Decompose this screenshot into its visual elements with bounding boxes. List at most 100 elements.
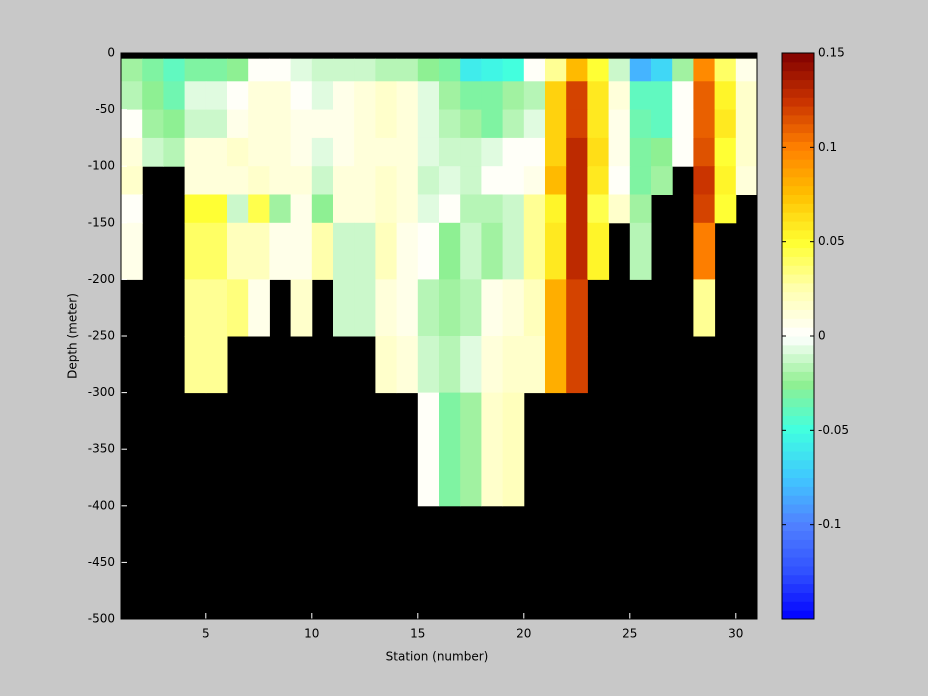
heatmap-cell [587,222,610,280]
colorbar-swatch [782,229,814,240]
heatmap-cell [121,194,143,224]
heatmap-cell [205,336,228,394]
colorbar-swatch [782,574,814,585]
heatmap-cell [248,109,270,139]
colorbar-swatch [782,221,814,231]
heatmap-cell [608,194,631,224]
colorbar-swatch [782,167,814,178]
colorbar-swatch [782,185,814,195]
heatmap-cell [396,81,419,111]
heatmap-cell [714,137,737,167]
heatmap-cell [205,279,228,337]
heatmap-cell [311,194,334,224]
heatmap-cell [714,109,737,139]
colorbar-swatch [782,415,814,425]
y-tick-label: -300 [88,385,115,399]
heatmap-cell [460,392,482,507]
heatmap-cell [269,58,292,82]
colorbar-swatch [782,512,814,523]
x-tick-label: 5 [202,627,210,641]
heatmap-cell [714,58,737,82]
heatmap-cell [333,58,355,82]
heatmap-cell [523,109,546,139]
heatmap-cell [566,137,588,167]
colorbar-swatch [782,256,814,266]
heatmap-cell [693,137,716,167]
heatmap-cell [290,194,313,224]
heatmap-cell [248,137,270,167]
y-axis-label: Depth (meter) [66,293,80,379]
heatmap-cell [693,81,716,111]
heatmap-cell [375,279,398,337]
heatmap-cell [651,137,673,167]
heatmap-cell [269,137,292,167]
heatmap-cell [227,109,249,139]
heatmap-cell [566,222,588,280]
heatmap-cell [311,222,334,280]
heatmap-cell [121,166,143,195]
colorbar-swatch [782,565,814,576]
heatmap-cell [396,194,419,224]
y-tick-label: -400 [88,498,115,512]
heatmap-cell [417,222,440,280]
colorbar-swatch [782,238,814,249]
heatmap-cell [248,58,270,82]
colorbar-swatch [782,61,814,72]
heatmap-cell [502,58,525,82]
heatmap-cell [502,194,525,224]
heatmap-cell [566,279,588,337]
colorbar-swatch [782,592,814,602]
colorbar-swatch [782,176,814,187]
colorbar-swatch [782,327,814,337]
heatmap-cell [205,137,228,167]
heatmap-cell [439,166,461,195]
heatmap-cell [460,194,482,224]
heatmap-cell [311,166,334,195]
colorbar-swatch [782,194,814,204]
heatmap-cell [354,222,376,280]
heatmap-cell [460,336,482,394]
heatmap-cell [163,81,186,111]
heatmap-cell [693,166,716,195]
x-tick-label: 10 [304,627,319,641]
heatmap-cell [523,336,546,394]
heatmap-cell [481,109,504,139]
colorbar-swatch [782,150,814,160]
heatmap-cell [375,81,398,111]
heatmap-cell [227,194,249,224]
heatmap-cell [121,137,143,167]
heatmap-cell [439,81,461,111]
colorbar-swatch [782,486,814,496]
heatmap-cell [417,58,440,82]
y-tick-label: -250 [88,329,115,343]
heatmap-cell [227,222,249,280]
heatmap-cell [587,109,610,139]
heatmap-cell [460,137,482,167]
heatmap-cell [269,222,292,280]
heatmap-cell [227,81,249,111]
heatmap-cell [735,58,758,82]
colorbar-swatch [782,406,814,417]
heatmap-cell [481,279,504,337]
heatmap-cell [502,222,525,280]
heatmap-cell [545,58,567,82]
heatmap-cell [333,166,355,195]
heatmap-cell [735,109,758,139]
heatmap-cell [439,194,461,224]
heatmap-cell [248,222,270,280]
colorbar-swatch [782,114,814,125]
heatmap-cell [417,336,440,394]
heatmap-cell [587,194,610,224]
heatmap-cell [672,109,694,139]
heatmap-cell [629,58,652,82]
heatmap-cell [439,58,461,82]
heatmap-cell [523,222,546,280]
colorbar-swatch [782,70,814,81]
heatmap-cell [163,58,186,82]
heatmap-cell [672,137,694,167]
heatmap-cell [439,222,461,280]
heatmap-cell [566,81,588,111]
heatmap-cell [523,166,546,195]
heatmap-cell [290,279,313,337]
heatmap-cell [651,81,673,111]
